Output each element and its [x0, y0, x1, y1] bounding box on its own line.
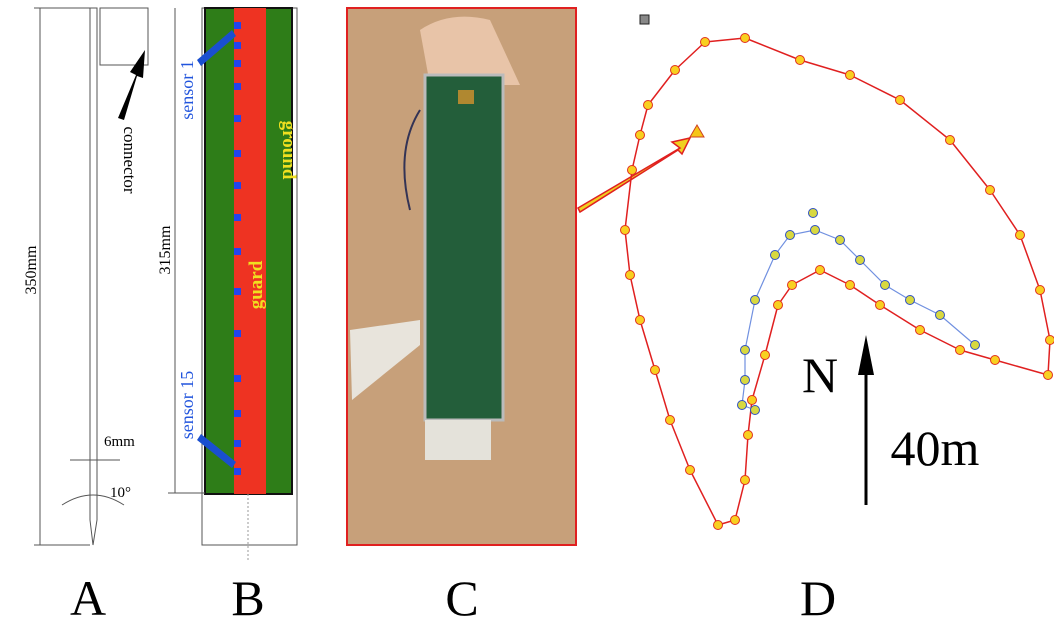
sensor: [234, 150, 241, 157]
waypoint: [636, 316, 645, 325]
guard-label: guard: [246, 260, 267, 309]
sensor: [234, 440, 241, 447]
waypoint: [956, 346, 965, 355]
waypoint: [896, 96, 905, 105]
sensor: [234, 375, 241, 382]
figure: 350mm connector 6mm 10° A 315mm sensor 1…: [0, 0, 1054, 621]
scale-label: 40m: [891, 420, 980, 476]
waypoint: [971, 341, 980, 350]
waypoint: [751, 406, 760, 415]
waypoint: [636, 131, 645, 140]
angle-label: 10°: [110, 485, 131, 501]
sensor: [234, 115, 241, 122]
length-label: 350mm: [23, 245, 40, 294]
waypoint: [771, 251, 780, 260]
sensor-label: sensor 15: [177, 371, 197, 440]
panel-c: C: [347, 8, 576, 621]
waypoint: [741, 376, 750, 385]
waypoint: [644, 101, 653, 110]
waypoint: [741, 346, 750, 355]
waypoint: [761, 351, 770, 360]
waypoint: [671, 66, 680, 75]
north-label: N: [802, 347, 838, 403]
sensor: [234, 410, 241, 417]
waypoint: [731, 516, 740, 525]
waypoint: [1046, 336, 1054, 345]
ground-label: ground: [278, 121, 299, 180]
panel-d: N 40m D: [578, 15, 1054, 621]
waypoint: [856, 256, 865, 265]
sensor: [234, 330, 241, 337]
panel-label: D: [800, 570, 836, 621]
sensor: [234, 468, 241, 475]
panel-label: C: [445, 570, 478, 621]
sensor-label: sensor 1: [177, 60, 197, 120]
waypoint: [626, 271, 635, 280]
sensor: [234, 60, 241, 67]
waypoint: [836, 236, 845, 245]
waypoint: [816, 266, 825, 275]
waypoint: [738, 401, 747, 410]
sensor: [234, 214, 241, 221]
track: [625, 38, 1050, 525]
waypoint: [621, 226, 630, 235]
waypoint: [741, 34, 750, 43]
sensor: [234, 22, 241, 29]
waypoint: [916, 326, 925, 335]
panel-label: A: [70, 570, 106, 621]
panel-a: 350mm connector 6mm 10° A: [23, 8, 148, 621]
waypoint: [744, 431, 753, 440]
waypoint: [686, 466, 695, 475]
width-label: 6mm: [104, 434, 135, 450]
sensor: [234, 288, 241, 295]
sensor: [234, 42, 241, 49]
waypoint: [786, 231, 795, 240]
waypoint: [846, 281, 855, 290]
waypoint: [809, 209, 818, 218]
waypoint: [788, 281, 797, 290]
waypoint: [796, 56, 805, 65]
waypoint: [986, 186, 995, 195]
waypoint: [1016, 231, 1025, 240]
waypoint: [751, 296, 760, 305]
sensor: [234, 182, 241, 189]
sensor: [234, 248, 241, 255]
connector-label: connector: [120, 126, 139, 193]
sensor: [234, 83, 241, 90]
waypoint: [846, 71, 855, 80]
waypoint: [881, 281, 890, 290]
waypoint: [748, 396, 757, 405]
waypoint: [651, 366, 660, 375]
waypoint: [991, 356, 1000, 365]
waypoint: [876, 301, 885, 310]
waypoint: [1044, 371, 1053, 380]
waypoint: [701, 38, 710, 47]
waypoint: [946, 136, 955, 145]
waypoint: [1036, 286, 1045, 295]
waypoint: [628, 166, 637, 175]
waypoint: [666, 416, 675, 425]
waypoint: [906, 296, 915, 305]
waypoint: [936, 311, 945, 320]
panel-b: 315mm sensor 1 sensor 15 ground guard B: [157, 8, 299, 621]
length-label: 315mm: [157, 225, 174, 274]
waypoint: [811, 226, 820, 235]
panel-label: B: [231, 570, 264, 621]
waypoint: [714, 521, 723, 530]
waypoint: [774, 301, 783, 310]
waypoint: [741, 476, 750, 485]
